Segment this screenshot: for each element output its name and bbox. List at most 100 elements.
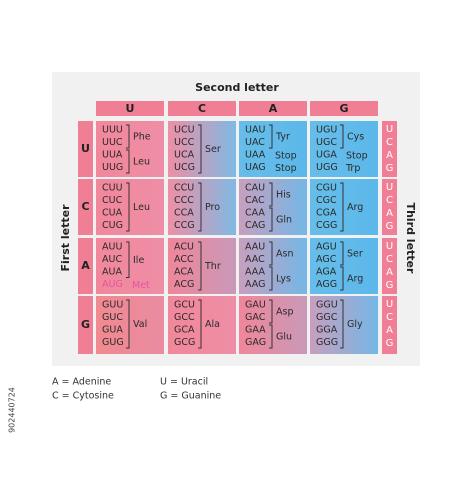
third-letter-cell (382, 238, 397, 294)
first-letter-cell (78, 179, 93, 235)
codon: AUC (102, 254, 122, 265)
bracket (269, 299, 273, 324)
amino-acid: Gly (347, 319, 363, 330)
third-letter-cell (382, 296, 397, 354)
header-cell (239, 101, 307, 116)
codon-cell (96, 238, 164, 294)
bracket (198, 124, 202, 174)
codon: UGU (316, 125, 337, 136)
bracket (269, 241, 273, 266)
legend-item: A = Adenine (52, 377, 111, 388)
amino-acid: Phe (133, 132, 151, 143)
third-letter: G (386, 221, 394, 232)
codon: GGU (316, 300, 338, 311)
codon: UCC (174, 137, 195, 148)
bracket (269, 182, 273, 207)
bracket (269, 124, 273, 149)
third-letter-cell (382, 121, 397, 177)
third-letter: C (386, 254, 393, 265)
codon: UGC (316, 137, 337, 148)
codon-cell (168, 238, 236, 294)
amino-acid: Tyr (275, 132, 290, 143)
amino-acid: Asp (276, 307, 293, 318)
amino-acid: Val (133, 319, 147, 330)
third-label: Third letter (404, 203, 417, 274)
bracket (269, 207, 273, 232)
codon: AUG (102, 279, 123, 290)
amino-acid: Stop (346, 150, 368, 161)
bracket (269, 324, 273, 349)
bracket (126, 299, 130, 349)
codon: UUC (102, 137, 123, 148)
codon: UAU (245, 125, 265, 136)
codon: AGU (316, 242, 337, 253)
codon-cell (310, 179, 378, 235)
codon: CCG (174, 220, 195, 231)
third-letter: C (386, 195, 393, 206)
bracket (126, 124, 130, 149)
amino-acid: Arg (347, 202, 363, 213)
amino-acid: Leu (133, 157, 150, 168)
bracket (198, 299, 202, 349)
codon: CGU (316, 183, 337, 194)
third-letter: G (386, 163, 394, 174)
first-letter: A (81, 259, 90, 272)
bracket (340, 241, 344, 266)
codon-cell (96, 179, 164, 235)
codon: UUA (102, 150, 123, 161)
codon: GGC (316, 312, 338, 323)
header-cell (310, 101, 378, 116)
codon: ACA (174, 267, 194, 278)
amino-acid: Glu (276, 332, 292, 343)
codon: AGG (316, 279, 337, 290)
codon: CCC (174, 195, 194, 206)
third-letter: C (386, 312, 393, 323)
codon-cell (168, 121, 236, 177)
legend-item: U = Uracil (160, 377, 208, 388)
third-letter: U (386, 124, 393, 135)
amino-acid: Trp (345, 163, 360, 174)
codon: GCA (174, 325, 195, 336)
first-letter: C (81, 200, 89, 213)
codon: UAA (245, 150, 266, 161)
third-letter: A (386, 150, 393, 161)
codon: CGA (316, 208, 337, 219)
codon-cell (239, 179, 307, 235)
codon: AAG (245, 279, 265, 290)
codon: UAC (245, 137, 265, 148)
amino-acid: Ser (205, 144, 221, 155)
codon: CAA (245, 208, 265, 219)
codon: CUA (102, 208, 123, 219)
codon: UAG (245, 162, 266, 173)
third-letter: G (386, 280, 394, 291)
third-letter: U (386, 241, 393, 252)
amino-acid: Thr (204, 261, 221, 272)
codon: ACU (174, 242, 194, 253)
codon: GUG (102, 337, 124, 348)
codon: ACC (174, 254, 194, 265)
amino-acid: Ser (347, 249, 363, 260)
amino-acid: Asn (276, 249, 293, 260)
second-letter: C (198, 102, 206, 115)
bracket (340, 124, 344, 149)
codon: CAU (245, 183, 265, 194)
codon-cell (310, 238, 378, 294)
codon: UCA (174, 150, 195, 161)
stock-id: 902440724 (8, 387, 17, 433)
third-letter: G (386, 338, 394, 349)
codon-cell (239, 238, 307, 294)
codon: AAU (245, 242, 265, 253)
codon-cell (310, 121, 378, 177)
codon-cell (239, 121, 307, 177)
title: Second letter (195, 81, 279, 94)
codon: ACG (174, 279, 194, 290)
header-cell (96, 101, 164, 116)
amino-acid: Lys (276, 274, 291, 285)
codon: GUA (102, 325, 123, 336)
codon: GAC (245, 312, 266, 323)
third-letter: A (386, 208, 393, 219)
codon: CAG (245, 220, 265, 231)
legend-item: C = Cytosine (52, 391, 114, 402)
codon: GCU (174, 300, 195, 311)
codon: UCU (174, 125, 195, 136)
